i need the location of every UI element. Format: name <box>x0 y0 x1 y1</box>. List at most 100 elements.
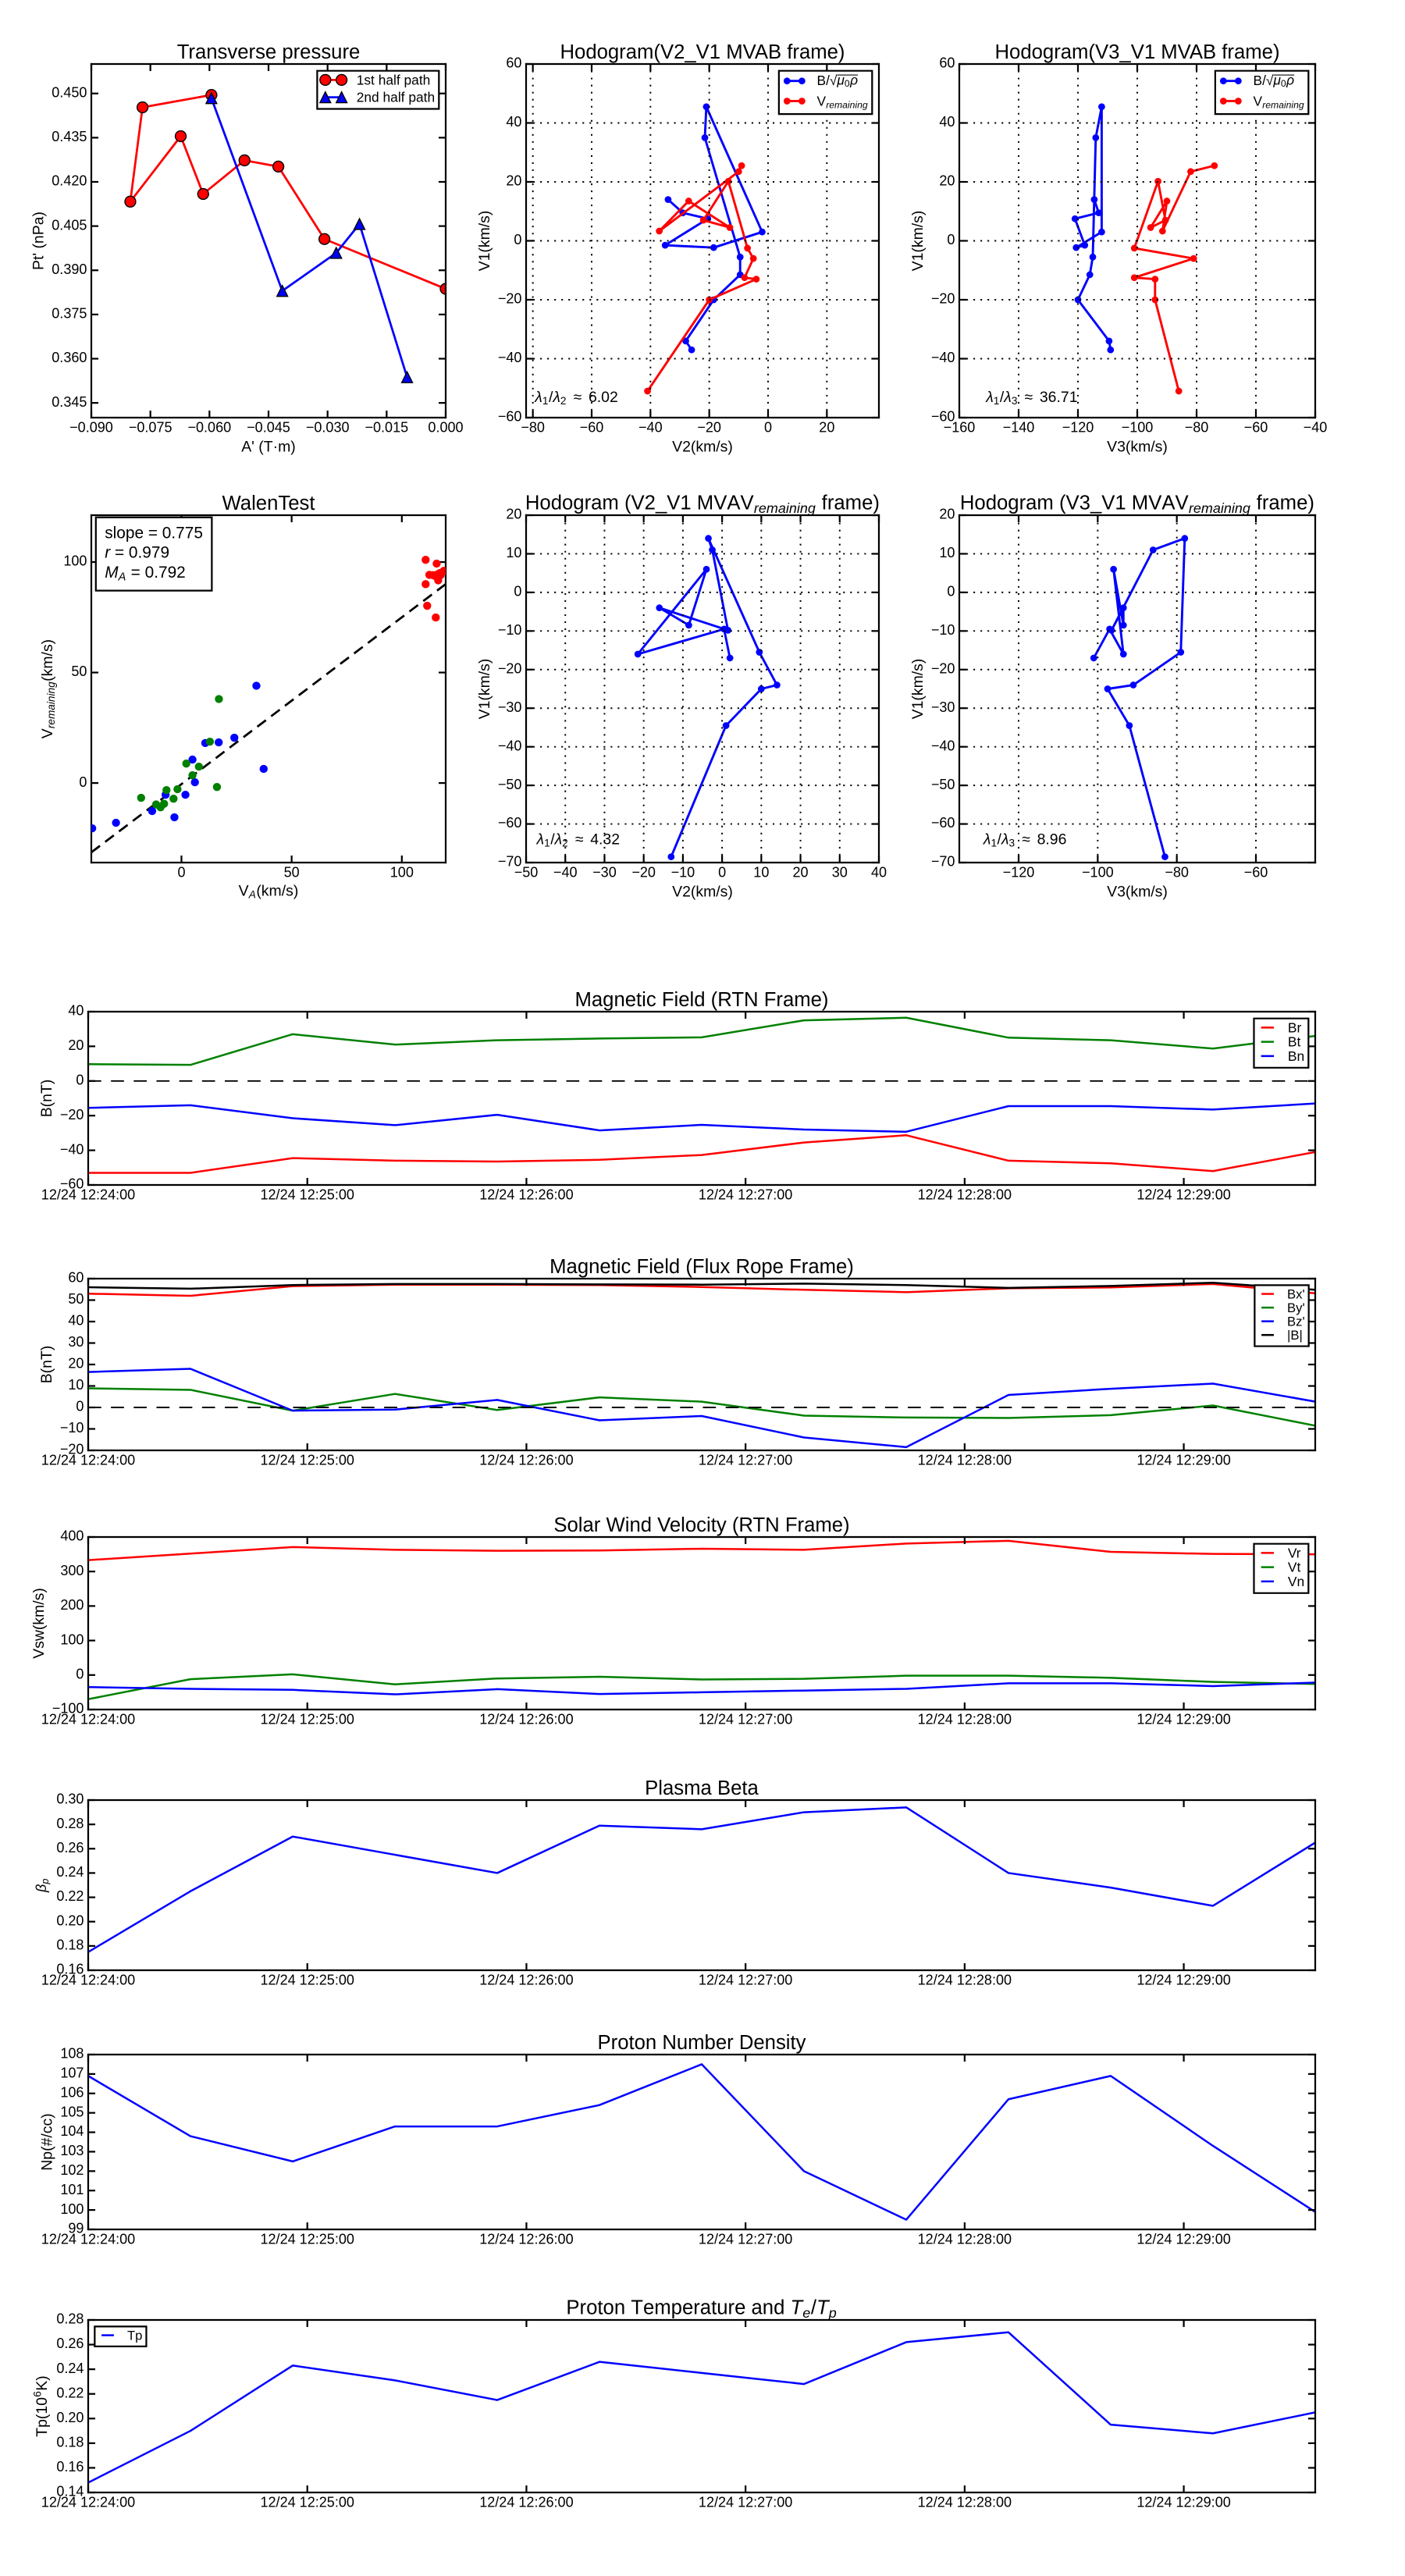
svg-text:12/24 12:28:00: 12/24 12:28:00 <box>918 2495 1012 2510</box>
svg-text:−20: −20 <box>60 1442 84 1457</box>
svg-text:−100: −100 <box>52 1701 84 1717</box>
svg-text:20: 20 <box>793 865 809 881</box>
svg-text:P r o t: P r o t o n T e m p e r a t u r e a n d … <box>566 2297 836 2322</box>
svg-text:0: 0 <box>177 865 185 881</box>
svg-text:B / √ μ: B / √ μ ρ 0 <box>1253 69 1299 89</box>
svg-text:V3(km/s): V3(km/s) <box>1107 438 1168 455</box>
svg-text:12/24 12:24:00: 12/24 12:24:00 <box>41 1712 135 1727</box>
svg-text:|B|: |B| <box>1287 1328 1303 1343</box>
svg-text:λ λ 1 3: λ λ 1 3 / ≈ 3 6 . 7 1 <box>985 386 1077 408</box>
svg-text:−20: −20 <box>697 420 721 436</box>
svg-text:−80: −80 <box>521 420 545 436</box>
svg-text:12/24 12:26:00: 12/24 12:26:00 <box>479 1187 573 1203</box>
svg-text:10: 10 <box>68 1377 84 1393</box>
svg-text:12/24 12:28:00: 12/24 12:28:00 <box>918 2232 1012 2247</box>
svg-text:−10: −10 <box>498 622 522 638</box>
svg-text:−70: −70 <box>931 854 955 870</box>
svg-text:106: 106 <box>60 2084 84 2100</box>
svg-text:−40: −40 <box>931 738 955 753</box>
svg-text:−40: −40 <box>498 738 522 753</box>
svg-text:0.345: 0.345 <box>52 394 87 410</box>
svg-text:107: 107 <box>60 2065 84 2081</box>
svg-text:0: 0 <box>514 584 521 600</box>
svg-text:V ( k m: V ( k m / s ) r e m a i n i n g <box>37 635 59 739</box>
svg-text:12/24 12:28:00: 12/24 12:28:00 <box>918 1453 1012 1468</box>
svg-text:0.000: 0.000 <box>428 420 463 436</box>
svg-text:λ λ 1 2: λ λ 1 2 / ≈ 6 . 0 2 <box>534 386 618 408</box>
svg-text:λ λ 1 3: λ λ 1 3 / ≈ 8 . 9 6 <box>983 829 1067 851</box>
svg-text:Vr: Vr <box>1288 1545 1301 1560</box>
svg-text:20: 20 <box>506 173 521 189</box>
svg-text:Transverse pressure: Transverse pressure <box>177 41 361 63</box>
svg-text:60: 60 <box>506 55 521 71</box>
svg-text:40: 40 <box>939 114 955 130</box>
svg-text:−0.015: −0.015 <box>365 420 408 436</box>
svg-text:12/24 12:29:00: 12/24 12:29:00 <box>1136 1712 1230 1727</box>
svg-text:20: 20 <box>939 507 955 522</box>
svg-text:A' (T·m): A' (T·m) <box>241 438 296 455</box>
svg-text:12/24 12:29:00: 12/24 12:29:00 <box>1136 2495 1230 2510</box>
svg-text:12/24 12:26:00: 12/24 12:26:00 <box>479 1453 573 1468</box>
svg-text:100: 100 <box>63 553 87 569</box>
svg-text:12/24 12:28:00: 12/24 12:28:00 <box>918 1187 1012 1203</box>
svg-text:H o d o: H o d o g r a m ( V 2 _ V 1 M V A V f r … <box>525 493 884 517</box>
svg-text:−40: −40 <box>498 350 522 365</box>
svg-text:20: 20 <box>68 1356 84 1372</box>
svg-text:−0.045: −0.045 <box>247 420 290 436</box>
svg-text:−40: −40 <box>638 420 663 436</box>
svg-text:50: 50 <box>284 865 300 881</box>
svg-text:0.26: 0.26 <box>56 1840 84 1856</box>
svg-text:Bx': Bx' <box>1287 1286 1305 1301</box>
svg-text:Tp: Tp <box>127 2328 142 2343</box>
svg-text:V1(km/s): V1(km/s) <box>909 211 927 272</box>
svg-text:12/24 12:24:00: 12/24 12:24:00 <box>41 1973 135 1988</box>
svg-text:200: 200 <box>60 1597 84 1613</box>
svg-text:Proton Number Density: Proton Number Density <box>598 2032 806 2054</box>
svg-text:2nd half path: 2nd half path <box>357 90 435 105</box>
svg-text:−120: −120 <box>1062 420 1094 436</box>
svg-text:0: 0 <box>79 774 87 790</box>
svg-text:20: 20 <box>68 1037 84 1053</box>
svg-text:12/24 12:25:00: 12/24 12:25:00 <box>260 2495 354 2510</box>
svg-text:T p ( 1: T p ( 1 0 K ) 6 <box>31 2371 51 2437</box>
svg-text:12/24 12:27:00: 12/24 12:27:00 <box>699 2495 792 2510</box>
svg-text:r =: r = 0 . 9 7 9 <box>105 542 169 561</box>
svg-text:1st half path: 1st half path <box>357 72 431 87</box>
svg-text:−20: −20 <box>931 660 955 676</box>
svg-text:Pt' (nPa): Pt' (nPa) <box>30 212 47 270</box>
svg-text:−30: −30 <box>592 865 617 881</box>
svg-text:12/24 12:27:00: 12/24 12:27:00 <box>699 1712 792 1727</box>
svg-text:−30: −30 <box>498 699 522 715</box>
svg-text:−20: −20 <box>631 865 656 881</box>
svg-text:V1(km/s): V1(km/s) <box>476 211 493 272</box>
svg-text:−80: −80 <box>1165 865 1189 881</box>
svg-text:40: 40 <box>506 114 521 130</box>
svg-text:100: 100 <box>60 2201 84 2217</box>
svg-text:12/24 12:26:00: 12/24 12:26:00 <box>479 2232 573 2247</box>
svg-text:V2(km/s): V2(km/s) <box>672 883 733 900</box>
svg-text:60: 60 <box>68 1270 84 1286</box>
svg-text:0.18: 0.18 <box>56 2435 84 2450</box>
svg-text:30: 30 <box>68 1334 84 1350</box>
svg-text:−20: −20 <box>60 1107 84 1123</box>
svg-text:Bn: Bn <box>1288 1048 1304 1064</box>
svg-text:Np(#/cc): Np(#/cc) <box>38 2113 55 2170</box>
svg-text:0.20: 0.20 <box>56 1912 84 1928</box>
svg-text:B / √ μ: B / √ μ ρ 0 <box>816 69 863 89</box>
svg-text:0.26: 0.26 <box>56 2336 84 2351</box>
svg-text:100: 100 <box>390 865 414 881</box>
svg-text:β p: β p <box>30 1879 51 1893</box>
svg-text:−60: −60 <box>580 420 604 436</box>
svg-text:Plasma Beta: Plasma Beta <box>645 1777 759 1799</box>
svg-text:0: 0 <box>764 420 772 436</box>
svg-text:−40: −40 <box>1304 420 1328 436</box>
svg-text:0: 0 <box>514 232 521 247</box>
svg-text:0.18: 0.18 <box>56 1937 84 1953</box>
svg-text:Hodogram(V3_V1 MVAB frame): Hodogram(V3_V1 MVAB frame) <box>995 41 1280 63</box>
svg-text:12/24 12:29:00: 12/24 12:29:00 <box>1136 1453 1230 1468</box>
svg-text:B(nT): B(nT) <box>38 1080 55 1118</box>
svg-text:12/24 12:29:00: 12/24 12:29:00 <box>1136 2232 1230 2247</box>
svg-text:12/24 12:26:00: 12/24 12:26:00 <box>479 1973 573 1988</box>
svg-text:0.360: 0.360 <box>52 350 87 365</box>
svg-text:0: 0 <box>76 1666 84 1681</box>
